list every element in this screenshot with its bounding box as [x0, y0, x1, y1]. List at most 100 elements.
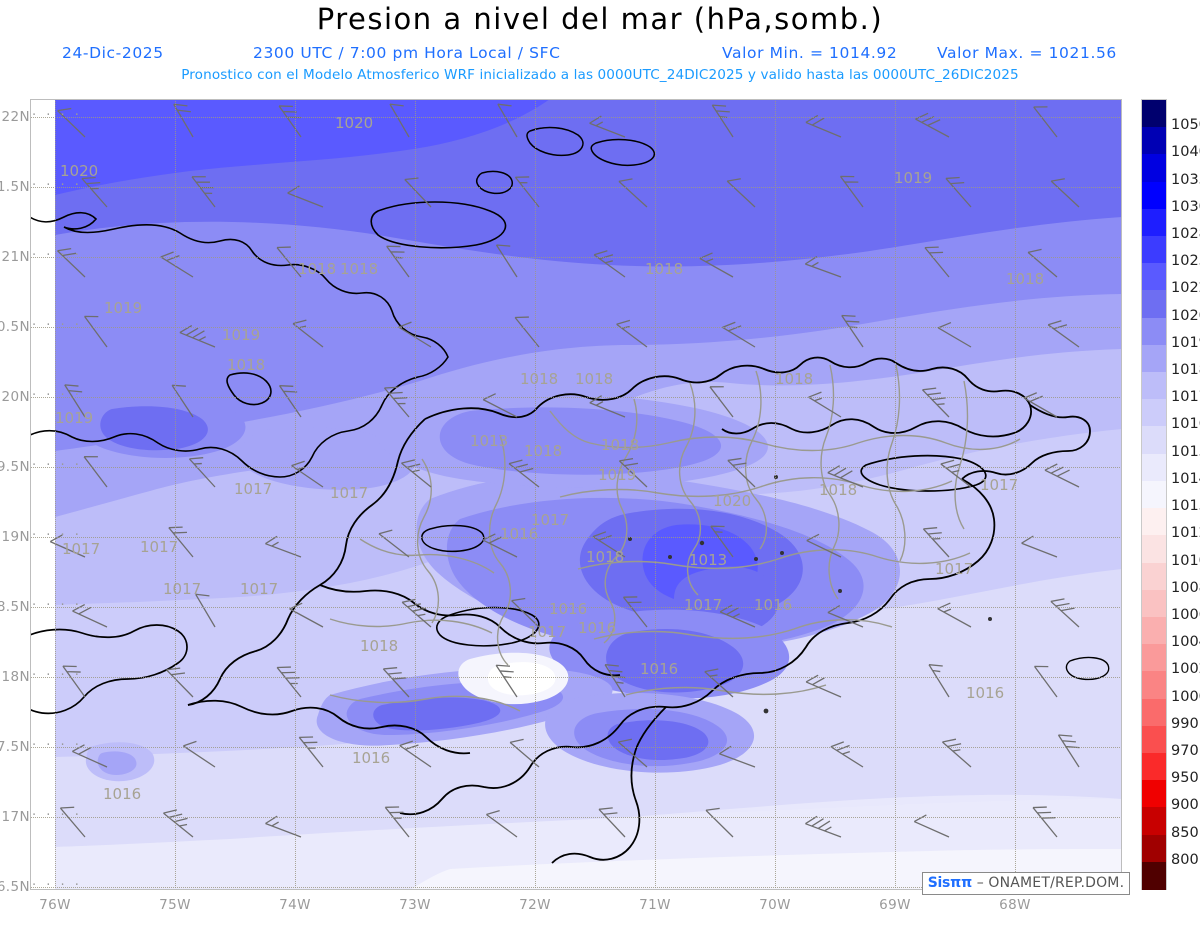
wind-barb	[486, 809, 518, 838]
colorbar-tick-label: 990	[1171, 715, 1199, 732]
wind-barb	[191, 176, 216, 208]
isobar-label: 1013	[470, 432, 509, 450]
wind-barb	[291, 460, 324, 488]
wind-barb	[188, 457, 216, 488]
isobar-label: 1017	[163, 580, 202, 598]
colorbar-tick-label: 1006	[1171, 606, 1200, 623]
lat-tick-label: 16.5N	[0, 879, 30, 895]
subtitle-line: 24-Dic-2025 2300 UTC / 7:00 pm Hora Loca…	[0, 44, 1200, 66]
wind-barb	[1021, 535, 1058, 558]
wind-barb	[704, 668, 734, 698]
forecast-date: 24-Dic-2025	[62, 44, 164, 62]
wind-barb	[924, 246, 950, 278]
wind-barb	[598, 807, 626, 838]
colorbar-swatch	[1142, 589, 1166, 618]
wind-barb	[830, 741, 864, 768]
isobar-label: 1019	[222, 326, 261, 344]
wind-barb	[589, 395, 626, 418]
wind-barb	[913, 814, 950, 838]
isobar-label: 1018	[575, 370, 614, 388]
lat-tick-label: 20N	[1, 389, 30, 405]
wind-barb	[1050, 598, 1080, 628]
isobar-label: 1019	[894, 169, 933, 187]
wind-barb	[719, 604, 756, 628]
wind-barb	[928, 664, 950, 698]
isobar-label: 1016	[966, 684, 1005, 702]
isobar-label: 1016	[578, 619, 617, 637]
colorbar-tick-label: 1035	[1171, 171, 1200, 188]
wind-barb	[805, 674, 842, 698]
lat-tick-label: 21.5N	[0, 179, 30, 195]
lon-tick-label: 72W	[519, 897, 551, 913]
header: Presion a nivel del mar (hPa,somb.) 24-D…	[0, 0, 1200, 95]
lat-tick-label: 20.5N	[0, 319, 30, 335]
isobar-label: 1013	[689, 551, 728, 569]
wind-barb	[83, 456, 108, 488]
colorbar-tick-label: 1050	[1171, 117, 1200, 134]
page-title: Presion a nivel del mar (hPa,somb.)	[316, 2, 884, 36]
wind-barb	[945, 176, 972, 208]
wind-barb	[64, 384, 86, 418]
colorbar-swatch	[1142, 644, 1166, 672]
lat-tick-dots: · · · ·	[32, 598, 82, 613]
colorbar-swatch	[1142, 100, 1166, 128]
colorbar-tick-label: 850	[1171, 824, 1199, 841]
isobar-label: 1016	[549, 600, 588, 618]
lat-tick-dots: · · · ·	[32, 738, 82, 753]
wind-barb	[804, 255, 842, 278]
wind-barb	[389, 103, 410, 138]
colorbar-tick-label: 1008	[1171, 579, 1200, 596]
lat-tick-dots: · · · ·	[32, 248, 82, 263]
wind-barb	[827, 465, 864, 488]
isobar-label: 1017	[62, 540, 101, 558]
lat-tick-dots: · · · ·	[32, 318, 82, 333]
colorbar-swatch	[1142, 290, 1166, 319]
lon-tick-label: 71W	[639, 897, 671, 913]
wind-barb	[839, 175, 864, 208]
wind-barb	[922, 387, 950, 418]
lat-tick-dots: · · · ·	[32, 878, 82, 893]
wind-barb	[401, 598, 432, 628]
lon-tick-label: 76W	[39, 897, 71, 913]
wind-barb	[49, 534, 86, 558]
colorbar-swatch	[1142, 807, 1166, 836]
lat-tick-dots: · · · ·	[32, 178, 82, 193]
colorbar-tick-label: 800	[1171, 851, 1199, 868]
map-plot-area[interactable]: 1020 1020 1019 1019 1019 1018 1018 1018 1018 1019…	[30, 99, 1122, 890]
isobar-label: 1018	[819, 481, 858, 499]
wind-barb	[509, 738, 540, 768]
wind-barb	[62, 665, 86, 698]
wind-barb	[495, 244, 518, 278]
wind-barb	[511, 597, 540, 628]
isobar-label: 1018	[601, 436, 640, 454]
wind-barb	[287, 185, 324, 208]
colorbar-tick-label: 1014	[1171, 470, 1200, 487]
lat-tick-dots: · · · ·	[32, 458, 82, 473]
isobar-label: 1017	[684, 596, 723, 614]
colorbar-swatch	[1142, 317, 1166, 346]
lon-tick-label: 73W	[399, 897, 431, 913]
isobar-label: 1017	[980, 476, 1019, 494]
colorbar-tick-label: 1018	[1171, 362, 1200, 379]
wind-barb	[166, 667, 194, 698]
wind-barb	[915, 112, 950, 138]
colorbar-swatch	[1142, 453, 1166, 482]
isobar-label: 1017	[528, 623, 567, 641]
lon-tick-label: 68W	[999, 897, 1031, 913]
wind-barb	[618, 458, 648, 488]
colorbar-swatch	[1142, 535, 1166, 564]
wind-barb	[1033, 106, 1058, 138]
wind-barb	[616, 319, 648, 348]
colorbar-swatch	[1142, 780, 1166, 808]
colorbar-swatch	[1142, 399, 1166, 428]
wind-barb	[1032, 806, 1058, 838]
attribution-badge: Sisππ – ONAMET/REP.DOM.	[922, 872, 1130, 895]
wind-barb	[276, 246, 302, 278]
wind-barb	[163, 809, 194, 838]
wind-barb	[81, 176, 108, 208]
wind-barb	[805, 815, 842, 838]
wind-barb	[622, 596, 648, 628]
colorbar-swatch	[1142, 562, 1166, 591]
wind-barb	[808, 391, 842, 418]
colorbar[interactable]	[1141, 99, 1167, 890]
